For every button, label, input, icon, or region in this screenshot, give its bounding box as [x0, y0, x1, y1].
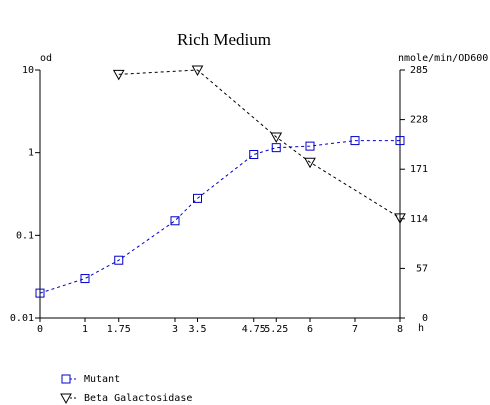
- marker: [305, 141, 315, 151]
- marker: [249, 150, 259, 160]
- marker: [80, 274, 90, 284]
- y-tick-label: 0.01: [10, 313, 34, 324]
- marker: [35, 288, 45, 298]
- x-tick-label: 5.25: [264, 324, 288, 335]
- legend-marker: [61, 374, 71, 384]
- marker: [350, 136, 360, 146]
- legend-label: Beta Galactosidase: [84, 393, 192, 404]
- legend-marker: [60, 393, 72, 405]
- marker: [112, 69, 125, 81]
- marker: [193, 193, 202, 203]
- y2-tick-label: 228: [410, 115, 428, 126]
- y2-axis-label: nmole/min/OD600: [398, 53, 488, 64]
- y-axis-label: od: [40, 53, 52, 64]
- x-tick-label: 7: [352, 324, 358, 335]
- x-tick-label: 3: [172, 324, 178, 335]
- marker: [394, 213, 406, 224]
- x-tick-label: 3.5: [188, 324, 206, 335]
- y2-tick-label: 285: [410, 65, 428, 76]
- x-axis-label: h: [418, 323, 424, 334]
- marker: [271, 143, 281, 153]
- x-tick-label: 4.75: [242, 324, 266, 335]
- marker: [191, 65, 204, 77]
- chart-title: Rich Medium: [177, 30, 271, 49]
- x-tick-label: 1.75: [107, 324, 131, 335]
- y2-tick-label: 114: [410, 214, 428, 225]
- x-tick-label: 0: [37, 324, 43, 335]
- marker: [114, 255, 124, 265]
- y-tick-label: 0.1: [16, 230, 34, 241]
- x-tick-label: 8: [397, 324, 403, 335]
- series-line: [39, 140, 400, 294]
- x-tick-label: 1: [82, 324, 88, 335]
- legend-label: Mutant: [84, 374, 120, 385]
- x-tick-label: 6: [307, 324, 313, 335]
- y-tick-label: 1: [28, 148, 34, 159]
- y2-tick-label: 171: [410, 164, 428, 175]
- marker: [395, 136, 405, 146]
- y2-tick-label: 0: [422, 313, 428, 324]
- series-line: [118, 69, 401, 219]
- marker: [304, 157, 316, 169]
- marker: [270, 132, 283, 144]
- marker: [170, 216, 180, 226]
- y-tick-label: 10: [22, 65, 34, 76]
- y2-tick-label: 57: [416, 263, 428, 274]
